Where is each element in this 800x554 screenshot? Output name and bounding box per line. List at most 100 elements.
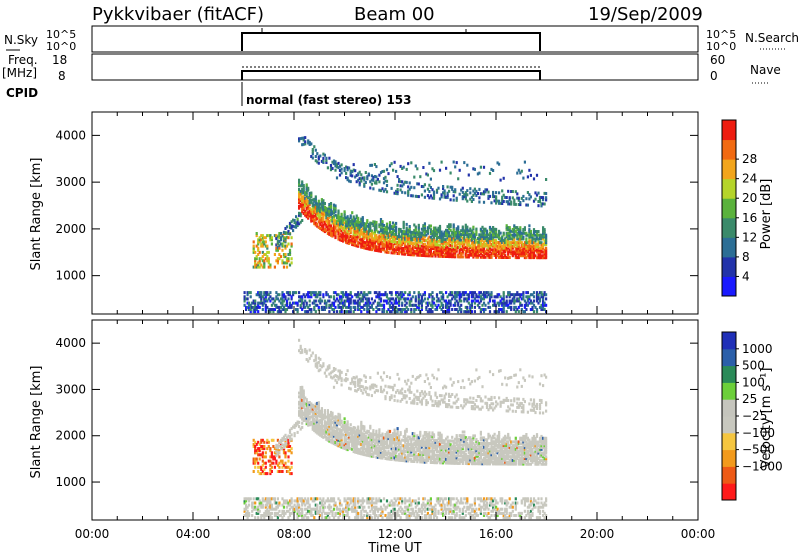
echo-cell xyxy=(337,375,340,379)
echo-cell xyxy=(375,220,378,224)
echo-cell xyxy=(526,254,529,258)
echo-cell xyxy=(417,238,420,242)
echo-cell xyxy=(511,244,514,248)
echo-cell xyxy=(351,295,354,299)
echo-cell xyxy=(248,303,251,307)
echo-cell xyxy=(422,227,425,231)
echo-cell xyxy=(345,438,348,442)
echo-cell xyxy=(435,308,439,311)
echo-cell xyxy=(407,239,410,243)
echo-cell xyxy=(487,254,490,257)
echo-cell xyxy=(349,220,352,223)
echo-cell xyxy=(457,303,460,307)
echo-cell xyxy=(392,303,395,307)
echo-cell xyxy=(313,291,316,295)
echo-cell xyxy=(276,261,279,265)
echo-cell xyxy=(248,511,251,515)
echo-cell xyxy=(307,497,310,501)
echo-cell xyxy=(346,511,349,515)
echo-cell xyxy=(325,293,328,297)
echo-cell xyxy=(254,259,257,263)
echo-cell xyxy=(361,231,364,235)
echo-cell xyxy=(514,202,517,206)
echo-cell xyxy=(511,239,514,243)
echo-cell xyxy=(301,385,304,389)
echo-cell xyxy=(343,217,346,221)
echo-cell xyxy=(261,301,264,305)
echo-cell xyxy=(304,413,307,417)
echo-cell xyxy=(422,250,425,254)
echo-cell xyxy=(438,239,442,243)
echo-cell xyxy=(498,241,501,244)
echo-cell xyxy=(428,248,431,252)
echo-cell xyxy=(484,237,487,241)
echo-cell xyxy=(461,242,464,246)
echo-cell xyxy=(467,255,470,259)
echo-cell xyxy=(464,195,467,199)
echo-cell xyxy=(528,243,531,246)
echo-cell xyxy=(269,295,272,299)
echo-cell xyxy=(438,230,442,234)
echo-cell xyxy=(278,503,281,507)
echo-cell xyxy=(466,225,469,229)
echo-cell xyxy=(334,299,337,303)
echo-cell xyxy=(296,516,299,520)
echo-cell xyxy=(514,246,517,250)
echo-cell xyxy=(290,257,293,261)
echo-cell xyxy=(335,415,339,419)
echo-cell xyxy=(328,232,331,236)
echo-cell xyxy=(407,191,410,195)
echo-cell xyxy=(538,246,542,250)
echo-cell xyxy=(434,250,437,254)
echo-cell xyxy=(351,507,354,511)
echo-cell xyxy=(385,237,389,241)
echo-cell xyxy=(254,451,257,455)
echo-cell xyxy=(479,235,482,239)
echo-cell xyxy=(384,235,387,239)
echo-cell xyxy=(322,158,325,162)
echo-cell xyxy=(451,255,454,259)
echo-cell xyxy=(514,305,517,309)
echo-cell xyxy=(372,187,375,191)
echo-cell xyxy=(405,237,408,241)
echo-cell xyxy=(364,246,367,250)
echo-cell xyxy=(298,411,301,415)
echo-cell xyxy=(304,140,307,144)
echo-cell xyxy=(419,253,422,257)
echo-cell xyxy=(279,255,283,259)
echo-cell xyxy=(422,233,425,237)
echo-cell xyxy=(435,188,439,192)
echo-cell xyxy=(438,226,442,230)
echo-cell xyxy=(352,444,355,448)
echo-cell xyxy=(345,443,348,447)
echo-cell xyxy=(355,223,358,227)
echo-cell xyxy=(313,423,316,427)
echo-cell xyxy=(470,246,473,250)
echo-cell xyxy=(392,240,395,244)
echo-cell xyxy=(316,411,319,415)
echo-cell xyxy=(260,472,263,476)
echo-cell xyxy=(443,299,446,303)
echo-cell xyxy=(540,305,543,309)
echo-cell xyxy=(479,240,482,244)
echo-cell xyxy=(351,433,354,436)
echo-cell xyxy=(319,210,322,214)
echo-cell xyxy=(460,253,463,257)
echo-cell xyxy=(470,301,473,305)
echo-cell xyxy=(329,203,333,207)
echo-cell xyxy=(295,225,298,229)
echo-cell xyxy=(538,250,542,254)
echo-cell xyxy=(510,305,513,309)
echo-cell xyxy=(417,248,420,252)
echo-cell xyxy=(417,251,420,255)
echo-cell xyxy=(343,299,346,303)
echo-cell xyxy=(540,246,543,250)
echo-cell xyxy=(472,295,475,299)
echo-cell xyxy=(370,221,373,225)
echo-cell xyxy=(287,305,290,309)
echo-cell xyxy=(373,228,376,232)
echo-cell xyxy=(375,226,378,230)
echo-cell xyxy=(354,516,357,520)
echo-cell xyxy=(387,226,390,230)
echo-cell xyxy=(534,254,537,258)
